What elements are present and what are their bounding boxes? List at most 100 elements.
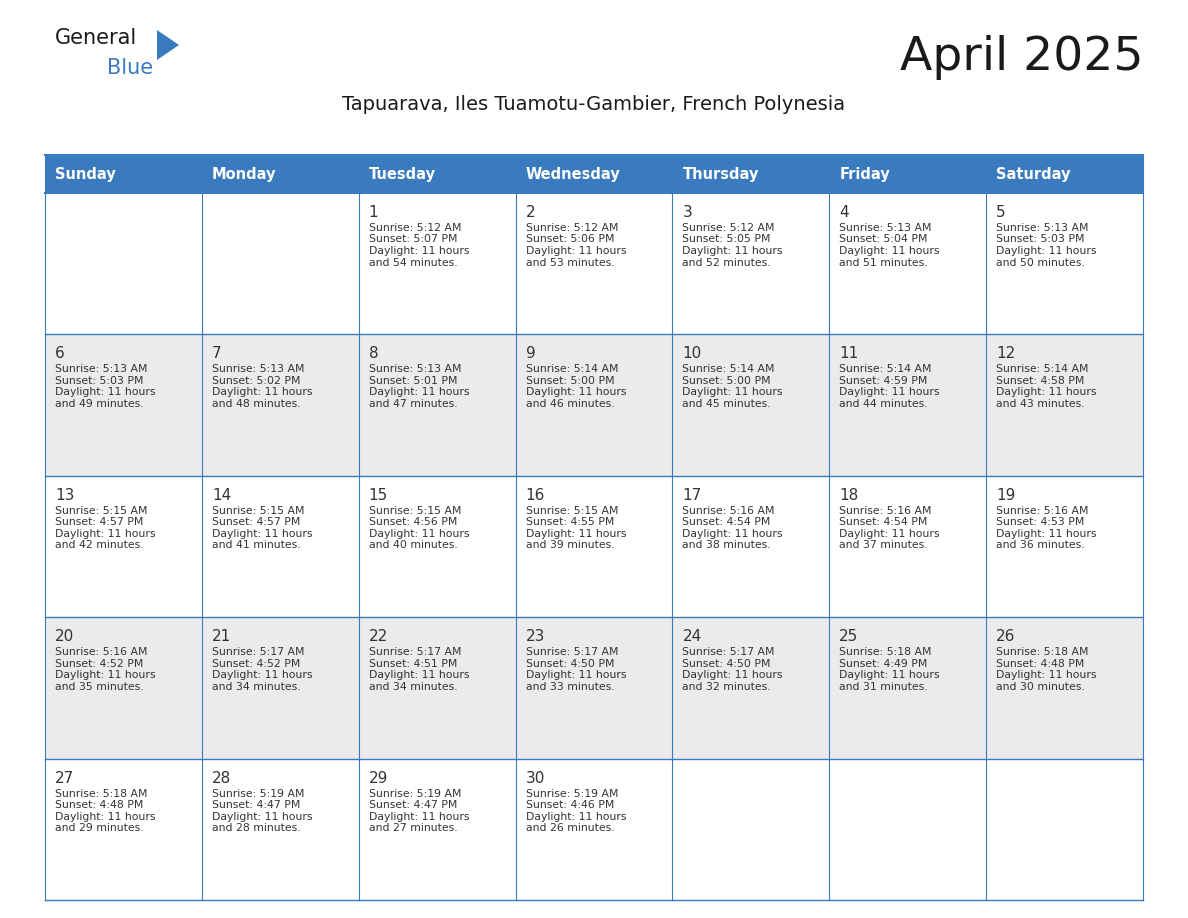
Text: Daylight: 11 hours: Daylight: 11 hours <box>682 387 783 397</box>
Text: Sunrise: 5:14 AM: Sunrise: 5:14 AM <box>839 364 931 375</box>
Text: Daylight: 11 hours: Daylight: 11 hours <box>997 670 1097 680</box>
Text: Sunrise: 5:13 AM: Sunrise: 5:13 AM <box>55 364 147 375</box>
Text: Daylight: 11 hours: Daylight: 11 hours <box>368 670 469 680</box>
Bar <box>45 758 202 900</box>
Text: 27: 27 <box>55 770 74 786</box>
Text: and 33 minutes.: and 33 minutes. <box>525 682 614 691</box>
Text: and 28 minutes.: and 28 minutes. <box>211 823 301 834</box>
Text: Sunset: 4:54 PM: Sunset: 4:54 PM <box>682 518 771 527</box>
Bar <box>829 193 986 334</box>
Text: 4: 4 <box>839 205 849 220</box>
Text: Daylight: 11 hours: Daylight: 11 hours <box>997 246 1097 256</box>
Text: Sunset: 5:02 PM: Sunset: 5:02 PM <box>211 375 301 386</box>
Text: and 29 minutes.: and 29 minutes. <box>55 823 144 834</box>
Text: and 48 minutes.: and 48 minutes. <box>211 399 301 409</box>
Text: Sunset: 5:04 PM: Sunset: 5:04 PM <box>839 234 928 244</box>
Text: Sunrise: 5:13 AM: Sunrise: 5:13 AM <box>997 223 1088 233</box>
Text: 3: 3 <box>682 205 693 220</box>
Bar <box>829 155 986 193</box>
Text: and 31 minutes.: and 31 minutes. <box>839 682 928 691</box>
Text: 20: 20 <box>55 629 74 644</box>
Text: Sunset: 4:54 PM: Sunset: 4:54 PM <box>839 518 928 527</box>
Text: and 49 minutes.: and 49 minutes. <box>55 399 144 409</box>
Text: Daylight: 11 hours: Daylight: 11 hours <box>525 670 626 680</box>
Text: Daylight: 11 hours: Daylight: 11 hours <box>55 529 156 539</box>
Text: Daylight: 11 hours: Daylight: 11 hours <box>839 670 940 680</box>
Bar <box>829 334 986 476</box>
Text: and 45 minutes.: and 45 minutes. <box>682 399 771 409</box>
Bar <box>986 476 1143 617</box>
Text: and 43 minutes.: and 43 minutes. <box>997 399 1085 409</box>
Text: Sunrise: 5:17 AM: Sunrise: 5:17 AM <box>682 647 775 657</box>
Text: Daylight: 11 hours: Daylight: 11 hours <box>997 387 1097 397</box>
Bar <box>359 193 516 334</box>
Bar <box>45 193 202 334</box>
Text: Sunrise: 5:13 AM: Sunrise: 5:13 AM <box>211 364 304 375</box>
Text: and 40 minutes.: and 40 minutes. <box>368 541 457 550</box>
Bar <box>359 617 516 758</box>
Bar <box>829 758 986 900</box>
Text: 6: 6 <box>55 346 65 362</box>
Text: 10: 10 <box>682 346 702 362</box>
Text: 1: 1 <box>368 205 378 220</box>
Text: Sunrise: 5:15 AM: Sunrise: 5:15 AM <box>55 506 147 516</box>
Text: Sunset: 4:48 PM: Sunset: 4:48 PM <box>55 800 144 810</box>
Text: and 35 minutes.: and 35 minutes. <box>55 682 144 691</box>
Text: Daylight: 11 hours: Daylight: 11 hours <box>55 387 156 397</box>
Text: 17: 17 <box>682 487 702 503</box>
Text: Sunset: 4:52 PM: Sunset: 4:52 PM <box>211 659 301 668</box>
Text: 25: 25 <box>839 629 859 644</box>
Text: Sunset: 4:58 PM: Sunset: 4:58 PM <box>997 375 1085 386</box>
Text: 7: 7 <box>211 346 221 362</box>
Text: Sunset: 4:47 PM: Sunset: 4:47 PM <box>211 800 301 810</box>
Text: Sunrise: 5:17 AM: Sunrise: 5:17 AM <box>368 647 461 657</box>
Bar <box>672 334 829 476</box>
Text: Sunrise: 5:18 AM: Sunrise: 5:18 AM <box>839 647 931 657</box>
Text: and 50 minutes.: and 50 minutes. <box>997 258 1085 267</box>
Bar <box>202 617 359 758</box>
Text: Daylight: 11 hours: Daylight: 11 hours <box>55 670 156 680</box>
Text: 14: 14 <box>211 487 232 503</box>
Text: 24: 24 <box>682 629 702 644</box>
Bar <box>45 155 202 193</box>
Text: 8: 8 <box>368 346 378 362</box>
Text: Sunrise: 5:16 AM: Sunrise: 5:16 AM <box>682 506 775 516</box>
Text: and 34 minutes.: and 34 minutes. <box>211 682 301 691</box>
Bar <box>986 155 1143 193</box>
Text: Sunrise: 5:19 AM: Sunrise: 5:19 AM <box>211 789 304 799</box>
Text: Sunrise: 5:18 AM: Sunrise: 5:18 AM <box>997 647 1088 657</box>
Text: Daylight: 11 hours: Daylight: 11 hours <box>525 387 626 397</box>
Text: Monday: Monday <box>211 166 277 182</box>
Text: Sunset: 4:59 PM: Sunset: 4:59 PM <box>839 375 928 386</box>
Text: and 27 minutes.: and 27 minutes. <box>368 823 457 834</box>
Bar <box>829 476 986 617</box>
Bar <box>672 617 829 758</box>
Text: Sunrise: 5:14 AM: Sunrise: 5:14 AM <box>997 364 1088 375</box>
Text: Daylight: 11 hours: Daylight: 11 hours <box>839 387 940 397</box>
Text: 22: 22 <box>368 629 388 644</box>
Text: 29: 29 <box>368 770 388 786</box>
Text: 26: 26 <box>997 629 1016 644</box>
Bar <box>202 334 359 476</box>
Text: Sunset: 4:55 PM: Sunset: 4:55 PM <box>525 518 614 527</box>
Text: Blue: Blue <box>107 58 153 78</box>
Text: Daylight: 11 hours: Daylight: 11 hours <box>839 246 940 256</box>
Text: Sunrise: 5:19 AM: Sunrise: 5:19 AM <box>368 789 461 799</box>
Text: Daylight: 11 hours: Daylight: 11 hours <box>525 529 626 539</box>
Text: Sunrise: 5:14 AM: Sunrise: 5:14 AM <box>525 364 618 375</box>
Text: 11: 11 <box>839 346 859 362</box>
Text: Sunset: 4:51 PM: Sunset: 4:51 PM <box>368 659 457 668</box>
Text: and 52 minutes.: and 52 minutes. <box>682 258 771 267</box>
Bar <box>359 758 516 900</box>
Text: 23: 23 <box>525 629 545 644</box>
Text: Daylight: 11 hours: Daylight: 11 hours <box>211 529 312 539</box>
Text: and 37 minutes.: and 37 minutes. <box>839 541 928 550</box>
Text: Saturday: Saturday <box>997 166 1070 182</box>
Text: Sunrise: 5:18 AM: Sunrise: 5:18 AM <box>55 789 147 799</box>
Text: Sunset: 5:06 PM: Sunset: 5:06 PM <box>525 234 614 244</box>
Text: 18: 18 <box>839 487 859 503</box>
Text: Daylight: 11 hours: Daylight: 11 hours <box>368 387 469 397</box>
Text: Sunset: 4:48 PM: Sunset: 4:48 PM <box>997 659 1085 668</box>
Text: Sunrise: 5:16 AM: Sunrise: 5:16 AM <box>997 506 1088 516</box>
Text: Tapuarava, Iles Tuamotu-Gambier, French Polynesia: Tapuarava, Iles Tuamotu-Gambier, French … <box>342 95 846 114</box>
